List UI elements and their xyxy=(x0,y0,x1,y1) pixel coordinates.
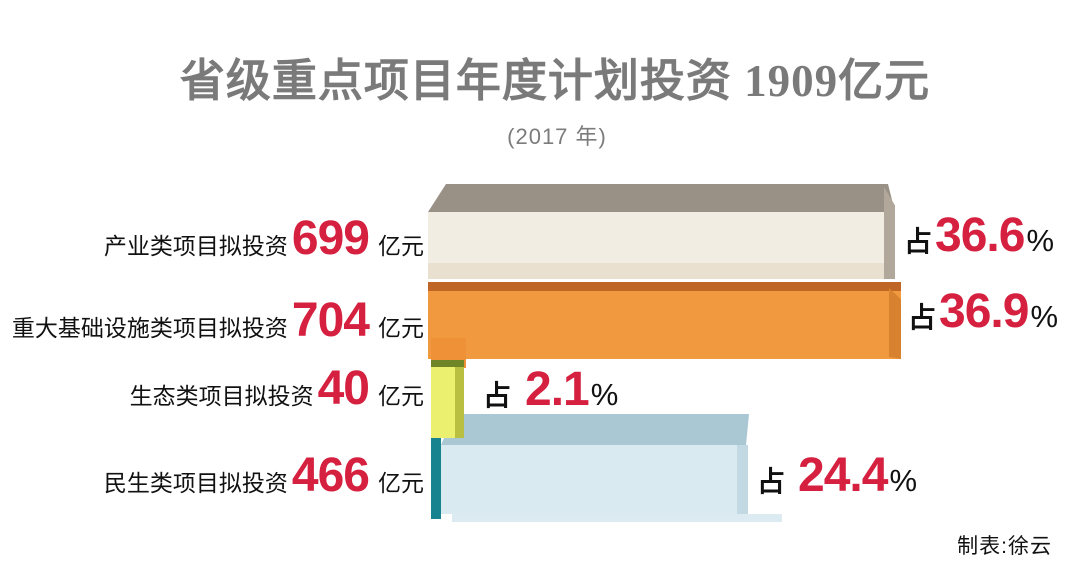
zhan-label: 占 xyxy=(757,466,786,497)
value-number: 699 xyxy=(291,212,370,265)
category-label: 产业类项目拟投资 xyxy=(103,233,288,259)
percent-sign: % xyxy=(1030,299,1059,334)
bar-ecology-top-edge xyxy=(431,360,464,367)
category-label: 重大基础设施类项目拟投资 xyxy=(11,315,288,341)
bar-industry-front-face xyxy=(428,212,895,279)
zhan-label: 占 xyxy=(904,226,933,257)
value-number: 466 xyxy=(291,449,370,502)
bar-industry-top-face xyxy=(428,184,895,212)
percent-livelihood: 占 24.4 % xyxy=(757,452,917,500)
percent-number: 36.9 xyxy=(939,285,1029,338)
bar-livelihood-right-bevel xyxy=(737,445,748,514)
category-label: 生态类项目拟投资 xyxy=(129,383,314,409)
value-number: 40 xyxy=(317,362,370,415)
value-unit: 亿元 xyxy=(378,470,424,496)
percent-ecology: 占 2.1 % xyxy=(483,366,618,414)
bar-livelihood-left-edge xyxy=(431,436,441,519)
value-unit: 亿元 xyxy=(378,233,424,259)
percent-infrastructure: 占 36.9 % xyxy=(908,288,1058,336)
label-row-infrastructure: 重大基础设施类项目拟投资 704 亿元 xyxy=(12,297,424,345)
zhan-label: 占 xyxy=(908,302,937,333)
credit-text: 制表:徐云 xyxy=(957,535,1052,558)
bar-livelihood-front-face xyxy=(441,445,748,514)
percent-sign: % xyxy=(1026,223,1055,258)
bar-infrastructure-right-bevel xyxy=(889,288,901,359)
bar-ecology xyxy=(431,360,464,438)
bar-industry-right-bevel xyxy=(884,187,895,279)
category-label: 民生类项目拟投资 xyxy=(103,470,288,496)
zhan-label: 占 xyxy=(483,380,512,411)
value-number: 704 xyxy=(291,294,370,347)
label-row-ecology: 生态类项目拟投资 40 亿元 xyxy=(130,365,424,413)
percent-number: 36.6 xyxy=(935,209,1025,262)
bar-ecology-right-edge xyxy=(455,367,464,438)
value-unit: 亿元 xyxy=(378,315,424,341)
chart-title: 省级重点项目年度计划投资 1909亿元 xyxy=(179,56,931,106)
label-row-livelihood: 民生类项目拟投资 466 亿元 xyxy=(104,452,424,500)
percent-number: 24.4 xyxy=(798,449,888,502)
bar-infrastructure-front-face xyxy=(428,282,901,359)
bar-livelihood-shadow xyxy=(452,514,782,522)
percent-industry: 占 36.6 % xyxy=(904,212,1054,260)
chart-subtitle: (2017 年) xyxy=(507,124,607,149)
percent-sign: % xyxy=(590,377,619,412)
value-unit: 亿元 xyxy=(378,383,424,409)
percent-sign: % xyxy=(889,463,918,498)
percent-number: 2.1 xyxy=(525,363,590,416)
label-row-industry: 产业类项目拟投资 699 亿元 xyxy=(104,215,424,263)
bar-livelihood-top-face xyxy=(441,414,749,445)
